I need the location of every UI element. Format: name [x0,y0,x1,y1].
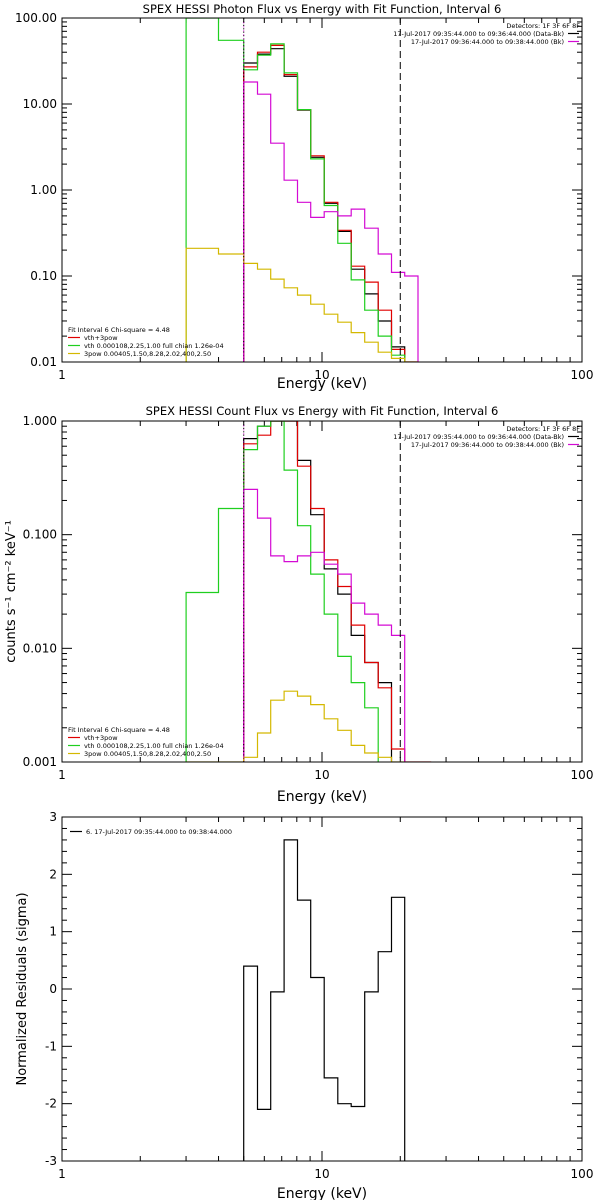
y-tick-label: 1 [49,925,57,939]
x-tick-label: 1 [58,768,66,782]
x-tick-label: 100 [571,768,594,782]
y-tick-label: 3 [49,810,57,824]
y-tick-label: 0.100 [23,528,57,542]
plot-frame [61,816,583,1162]
legend-entry: vth 0.000108,2.25,1.00 full chian 1.26e-… [84,342,224,350]
series-red [243,421,432,762]
legend-bottom-left: Fit Interval 6 Chi-square = 4.48vth+3pow… [68,326,224,358]
panel-2: SPEX HESSI Count Flux vs Energy with Fit… [4,404,593,805]
y-tick-label: -1 [45,1039,57,1053]
legend-entry: 6. 17-Jul-2017 09:35:44.000 to 09:38:44.… [86,828,232,836]
legend-entry: 17-Jul-2017 09:36:44.000 to 09:38:44.000… [411,38,564,46]
legend-entry: Fit Interval 6 Chi-square = 4.48 [68,726,170,734]
legend-entry: vth 0.000108,2.25,1.00 full chian 1.26e-… [84,742,224,750]
x-tick-label: 1 [58,1167,66,1181]
plot-frame [61,420,583,763]
y-axis [62,21,582,363]
x-axis-label: Energy (keV) [277,789,367,805]
y-tick-label: 10.00 [23,97,57,111]
x-tick-label: 10 [314,768,329,782]
chart-title: SPEX HESSI Count Flux vs Energy with Fit… [146,404,499,418]
plot-frame [61,17,583,363]
panel-3: 1 10 100 -3 -2 -1 0 1 2 3 Energy (keV) Normalized R… [15,810,593,1200]
y-axis [62,425,582,763]
legend-entry: 3pow 0.00405,1.50,8.28,2.02,400,2.50 [84,750,211,758]
y-tick-label: 2 [49,867,57,881]
legend-entry: Detectors: 1F 3F 6F 8F [506,425,580,433]
legend-entry: 17-Jul-2017 09:35:44.000 to 09:36:44.000… [393,30,564,38]
x-tick-label: 100 [571,368,594,382]
panel-1: SPEX HESSI Photon Flux vs Energy with Fi… [15,2,593,392]
x-tick-label: 1 [58,368,66,382]
series-vth [243,81,419,362]
legend-entry: Fit Interval 6 Chi-square = 4.48 [68,326,170,334]
series-vth [243,488,406,762]
y-tick-label: 0.10 [30,269,57,283]
legend-entry: vth+3pow [84,334,118,342]
legend-top-left: 6. 17-Jul-2017 09:35:44.000 to 09:38:44.… [70,828,232,836]
y-axis-label: Normalized Residuals (sigma) [15,892,30,1085]
legend-entry: 17-Jul-2017 09:35:44.000 to 09:36:44.000… [393,433,564,441]
x-tick-label: 10 [314,1167,329,1181]
y-tick-label: 0.010 [23,641,57,655]
y-tick-label: 1.00 [30,183,57,197]
y-tick-label: 1.000 [23,414,57,428]
plot-area [185,421,432,762]
y-tick-label: 0.001 [23,755,57,769]
x-tick-label: 10 [314,368,329,382]
series-3pow [186,690,405,762]
x-axis-label: Energy (keV) [277,1186,367,1200]
y-tick-label: -2 [45,1097,57,1111]
x-tick-label: 100 [571,1167,594,1181]
chart-title: SPEX HESSI Photon Flux vs Energy with Fi… [143,2,502,16]
y-tick-label: -3 [45,1154,57,1168]
y-tick-label: 0.01 [30,355,57,369]
legend-entry: Detectors: 1F 3F 6F 8F [506,22,580,30]
plot-area [185,18,419,362]
legend-entry: vth+3pow [84,734,118,742]
y-tick-label: 100.00 [15,11,57,25]
y-axis-label: counts s⁻¹ cm⁻² keV⁻¹ [4,520,19,663]
y-axis [62,816,582,1162]
plot-area [243,839,406,1161]
legend-entry: 17-Jul-2017 09:36:44.000 to 09:38:44.000… [411,441,564,449]
y-tick-label: 0 [49,982,57,996]
series-residuals [243,839,406,1161]
x-axis-label: Energy (keV) [277,376,367,392]
legend-entry: 3pow 0.00405,1.50,8.28,2.02,400,2.50 [84,350,211,358]
series-vth-3pow [185,18,406,362]
legend-bottom-left: Fit Interval 6 Chi-square = 4.48vth+3pow… [68,726,224,758]
